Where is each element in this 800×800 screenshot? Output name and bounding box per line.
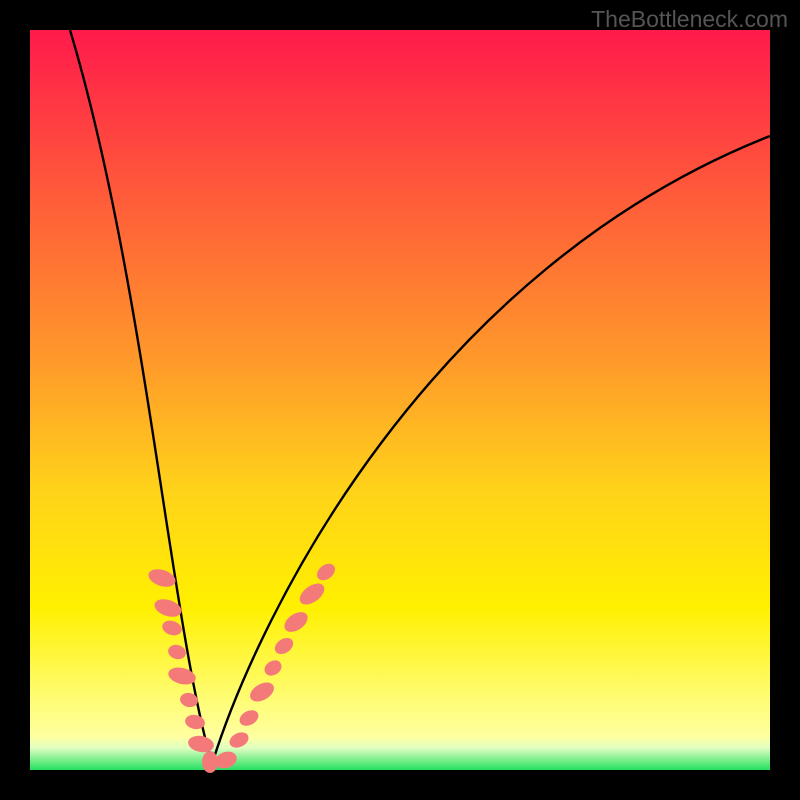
watermark-text: TheBottleneck.com xyxy=(591,6,788,33)
chart-stage: TheBottleneck.com xyxy=(0,0,800,800)
bottleneck-chart xyxy=(0,0,800,800)
